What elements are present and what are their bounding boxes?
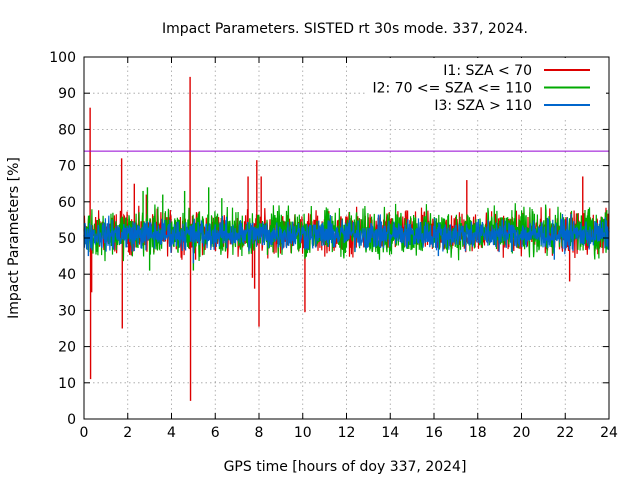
x-tick-label: 16 — [425, 425, 443, 441]
y-tick-label: 10 — [58, 376, 76, 392]
y-tick-label: 40 — [58, 267, 76, 283]
series-trace-3 — [83, 213, 610, 255]
y-tick-label: 60 — [58, 195, 76, 211]
x-tick-label: 6 — [211, 425, 220, 441]
axis-ticks: 0 2 4 6 8 10 12 14 16 18 20 22 240102030405060708090… — [49, 50, 618, 441]
x-tick-label: 10 — [294, 425, 312, 441]
x-tick-label: 24 — [600, 425, 618, 441]
y-tick-label: 90 — [58, 86, 76, 102]
x-tick-label: 8 — [255, 425, 264, 441]
y-tick-label: 20 — [58, 340, 76, 356]
x-tick-label: 12 — [338, 425, 356, 441]
x-tick-label: 22 — [556, 425, 574, 441]
x-axis-label: GPS time [hours of doy 337, 2024] — [224, 459, 467, 475]
y-axis-label: Impact Parameters [%] — [6, 157, 22, 319]
y-tick-label: 50 — [58, 231, 76, 247]
y-tick-label: 80 — [58, 122, 76, 138]
chart-title: Impact Parameters. SISTED rt 30s mode. 3… — [162, 21, 528, 37]
y-tick-label: 0 — [67, 412, 76, 428]
x-tick-label: 20 — [513, 425, 531, 441]
y-tick-label: 70 — [58, 159, 76, 175]
y-tick-label: 100 — [49, 50, 76, 66]
x-tick-label: 0 — [80, 425, 89, 441]
legend-label-2: I2: 70 <= SZA <= 110 — [372, 81, 532, 97]
legend-label-3: I3: SZA > 110 — [434, 98, 532, 114]
series-trace-2 — [83, 203, 610, 262]
y-tick-label: 30 — [58, 303, 76, 319]
series-layer — [83, 76, 610, 401]
x-tick-label: 2 — [123, 425, 132, 441]
x-tick-label: 18 — [469, 425, 487, 441]
legend-label-1: I1: SZA < 70 — [443, 63, 532, 79]
x-tick-label: 14 — [381, 425, 399, 441]
x-tick-label: 4 — [167, 425, 176, 441]
